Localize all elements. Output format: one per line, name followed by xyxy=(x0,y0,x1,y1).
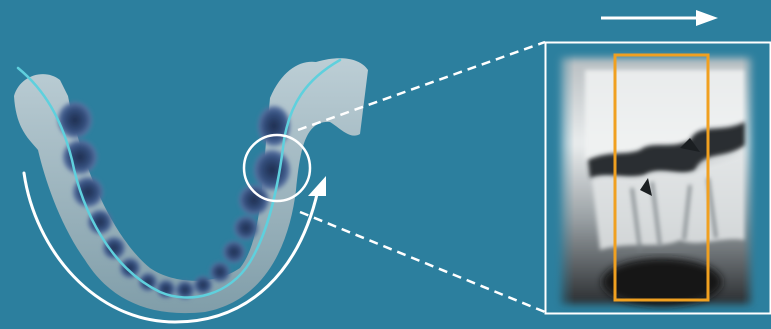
incisor-4 xyxy=(194,276,212,294)
molar-right-2 xyxy=(254,150,290,190)
xray-panel xyxy=(544,41,771,315)
xray-image xyxy=(548,45,768,311)
premolar-right-1 xyxy=(223,241,245,263)
premolar-right-2 xyxy=(234,216,258,240)
lower-jaw xyxy=(14,58,368,314)
canine-left xyxy=(120,258,140,278)
molar-left-3 xyxy=(73,177,103,207)
jaw-bone xyxy=(14,58,368,314)
focus-region-box xyxy=(613,53,710,302)
molar-right-3 xyxy=(239,185,269,215)
premolar-left-2 xyxy=(103,237,125,259)
canine-right xyxy=(210,262,230,282)
connector-bottom xyxy=(299,210,546,314)
molar-left-2 xyxy=(63,140,97,174)
molar-left-1 xyxy=(58,102,92,138)
curved-arrow-icon xyxy=(22,171,326,324)
incisor-1 xyxy=(139,273,157,291)
incisor-3 xyxy=(176,281,194,299)
right-arrow-icon xyxy=(601,10,718,26)
premolar-left-1 xyxy=(88,210,112,234)
connector-top xyxy=(297,40,546,132)
circle-icon xyxy=(242,133,312,203)
